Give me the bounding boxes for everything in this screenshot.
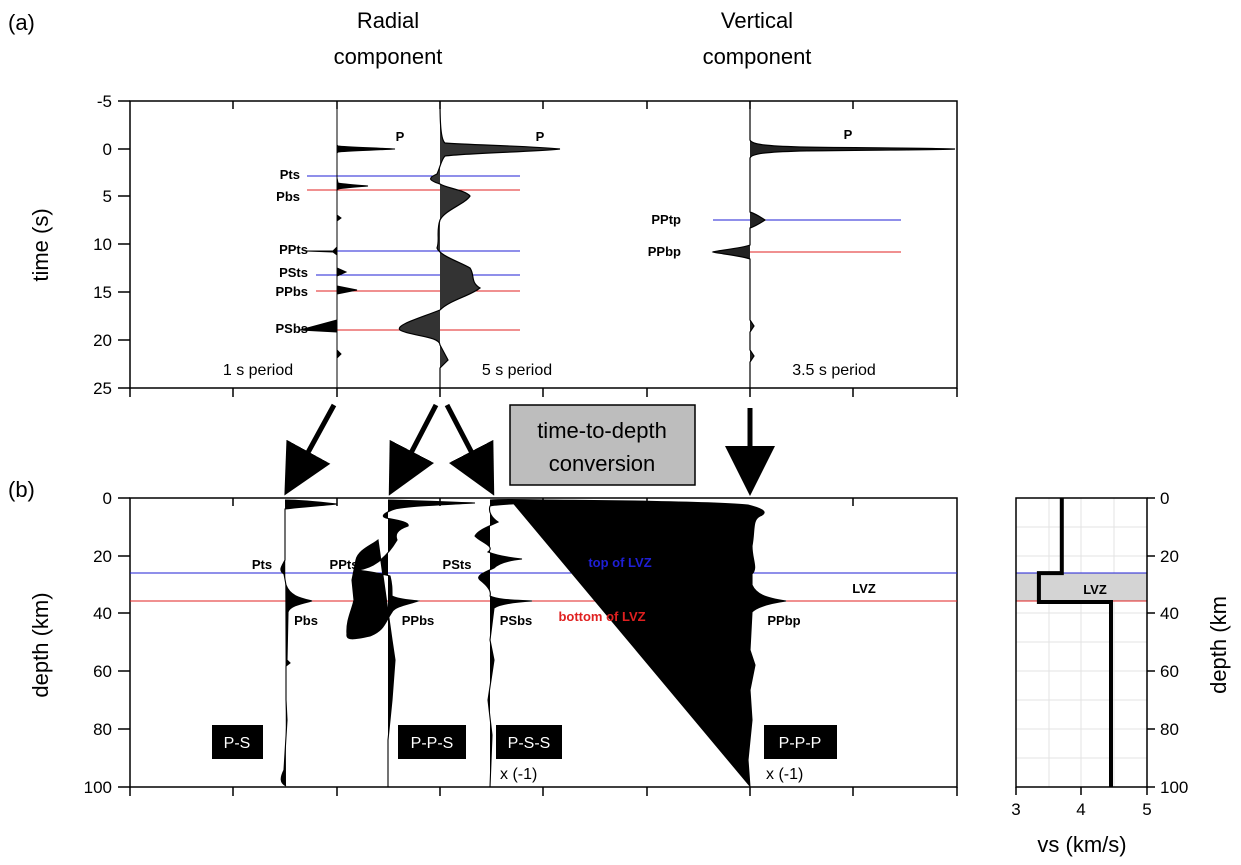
b-lvz-label: LVZ (852, 581, 876, 596)
box-PSS-label: P-S-S (508, 735, 551, 752)
a-phase-Pbs: Pbs (276, 189, 300, 204)
box-PSS (496, 725, 562, 759)
b-ytick: 20 (93, 547, 112, 566)
radial-header-line1: Radial (357, 8, 419, 33)
a-phase-P3: P (844, 127, 853, 142)
a-phase-PPbs: PPbs (275, 284, 308, 299)
vertical-header-line2: component (703, 44, 812, 69)
b-ytick: 60 (93, 662, 112, 681)
conversion-box (509, 404, 696, 486)
lvz-shade (1016, 573, 1147, 601)
top-of-lvz-label: top of LVZ (588, 555, 651, 570)
b-phase-PPtp: PPtp (699, 560, 729, 575)
bottom-of-lvz-label: bottom of LVZ (558, 609, 645, 624)
trace-PPS (346, 499, 476, 787)
period-5s: 5 s period (482, 362, 552, 379)
b-ytick: 100 (84, 778, 112, 797)
b-phase-PSts: PSts (443, 557, 472, 572)
c-xlabel: vs (km/s) (1037, 832, 1126, 857)
box-PPS-label: P-P-S (411, 735, 454, 752)
c-ytick: 20 (1160, 547, 1179, 566)
a-phase-P2: P (536, 129, 545, 144)
panel-c-grid (1016, 498, 1147, 787)
panel-a-phase-lines (307, 175, 901, 331)
a-phase-PSts: PSts (279, 265, 308, 280)
panel-b-yticks (118, 497, 130, 788)
vs-profile-line (1036, 498, 1113, 787)
conversion-arrows (284, 403, 775, 496)
b-ylabel: depth (km) (28, 592, 53, 697)
panel-c-ticks (1015, 497, 1155, 795)
a-ylabel: time (s) (28, 208, 53, 281)
conversion-line1: time-to-depth (537, 418, 667, 443)
trace-PPP (509, 499, 787, 788)
b-ytick: 80 (93, 720, 112, 739)
conversion-line2: conversion (549, 451, 655, 476)
c-xtick: 3 (1011, 800, 1020, 819)
a-phase-P1: P (396, 129, 405, 144)
b-ytick: 40 (93, 604, 112, 623)
panel-a-label: (a) (8, 10, 35, 35)
b-ytick: 0 (103, 489, 112, 508)
radial-header-line2: component (334, 44, 443, 69)
panel-b-label: (b) (8, 477, 35, 502)
trace-PSS (474, 499, 581, 788)
panel-a-xticks (129, 101, 958, 397)
a-phase-Pts: Pts (280, 167, 300, 182)
b-phase-PPbp: PPbp (767, 613, 800, 628)
c-ytick: 80 (1160, 720, 1179, 739)
trace-radial-1s (299, 101, 396, 388)
a-phase-PSbs: PSbs (275, 321, 308, 336)
c-lvz-label: LVZ (1083, 582, 1107, 597)
period-1s: 1 s period (223, 362, 293, 379)
vertical-header-line1: Vertical (721, 8, 793, 33)
box-PPP (764, 725, 837, 759)
a-ytick: 15 (93, 283, 112, 302)
b-phase-Pbs: Pbs (294, 613, 318, 628)
trace-PS (280, 499, 338, 787)
b-phase-Pts: Pts (252, 557, 272, 572)
a-phase-PPts: PPts (279, 242, 308, 257)
multiplier-PPP: x (-1) (766, 766, 803, 783)
a-ytick: 10 (93, 235, 112, 254)
box-PPP-label: P-P-P (779, 735, 822, 752)
a-ytick: 5 (103, 187, 112, 206)
c-ytick: 40 (1160, 604, 1179, 623)
c-ytick: 100 (1160, 778, 1188, 797)
c-ylabel: depth (km (1206, 596, 1231, 694)
b-phase-PPts: PPts (330, 557, 359, 572)
b-phase-PPbs: PPbs (402, 613, 435, 628)
a-ytick: 25 (93, 379, 112, 398)
trace-radial-5s (398, 100, 561, 388)
c-ytick: 0 (1160, 489, 1169, 508)
multiplier-PSS: x (-1) (500, 766, 537, 783)
box-PPS (398, 725, 466, 759)
panel-a-frame (129, 100, 958, 389)
a-ytick: 20 (93, 331, 112, 350)
trace-vertical-3p5s (711, 101, 956, 388)
panel-a-yticks (118, 100, 130, 389)
b-phase-PSbs: PSbs (500, 613, 533, 628)
c-xtick: 4 (1076, 800, 1085, 819)
a-phase-PPbp: PPbp (648, 244, 681, 259)
box-PS (212, 725, 263, 759)
a-phase-PPtp: PPtp (651, 212, 681, 227)
a-ytick: -5 (97, 92, 112, 111)
c-ytick: 60 (1160, 662, 1179, 681)
c-xtick: 5 (1142, 800, 1151, 819)
period-3p5s: 3.5 s period (792, 362, 876, 379)
a-ytick: 0 (103, 140, 112, 159)
box-PS-label: P-S (224, 735, 251, 752)
